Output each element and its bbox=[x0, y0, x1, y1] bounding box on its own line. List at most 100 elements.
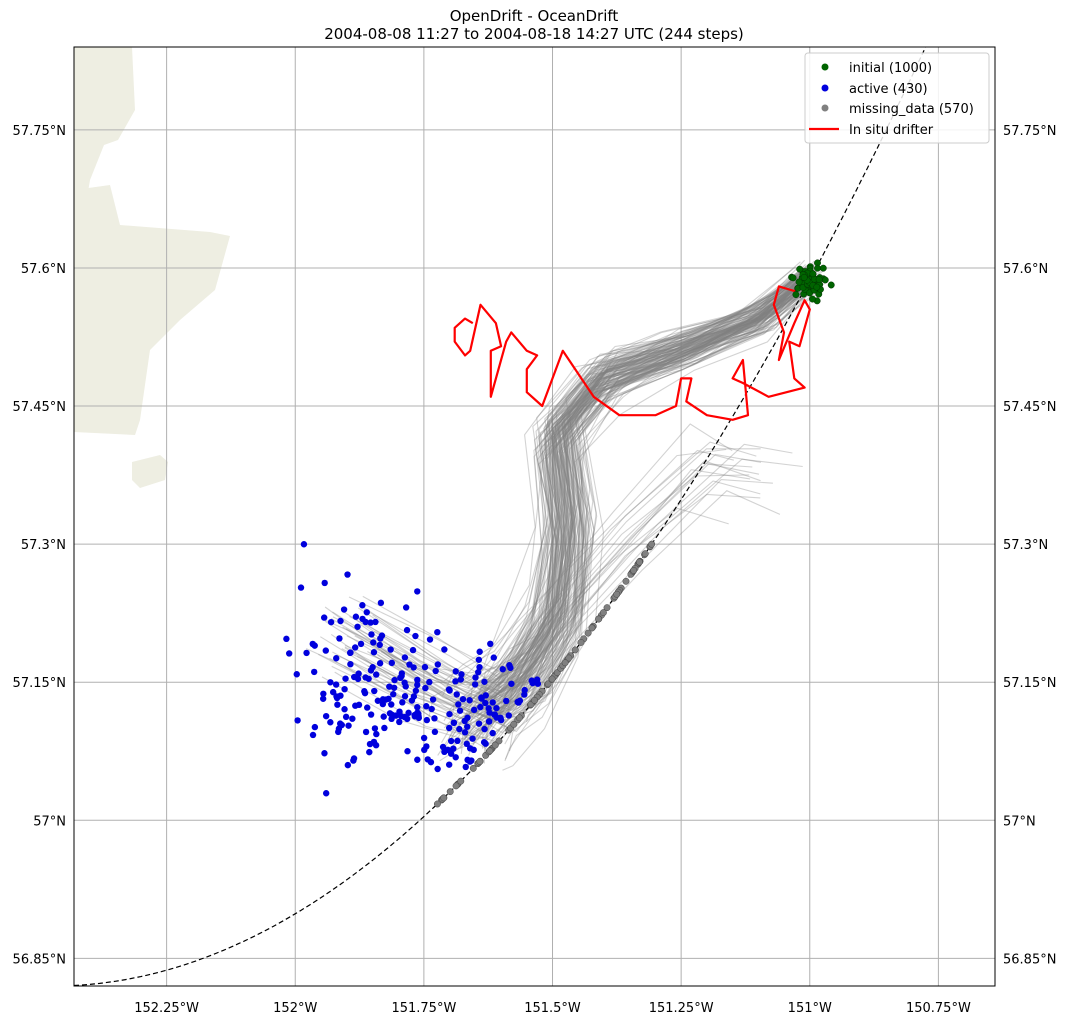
active-point bbox=[329, 688, 337, 696]
missing-data-point bbox=[491, 741, 499, 749]
trajectory-line bbox=[472, 281, 816, 746]
land-polygon bbox=[132, 455, 168, 488]
legend: initial (1000) active (430) missing_data… bbox=[804, 52, 990, 144]
active-point bbox=[362, 674, 369, 681]
trajectory-line bbox=[344, 276, 808, 722]
active-point bbox=[464, 723, 471, 730]
trajectory-line bbox=[373, 269, 818, 709]
trajectory-line bbox=[481, 268, 810, 694]
trajectory-line bbox=[468, 272, 798, 704]
active-point bbox=[387, 646, 394, 653]
missing-data-point bbox=[516, 714, 523, 722]
active-point bbox=[386, 683, 393, 690]
missing-data-point bbox=[584, 629, 592, 637]
missing-data-point bbox=[571, 646, 579, 654]
initial-point bbox=[809, 270, 817, 278]
chart-title: OpenDrift - OceanDrift bbox=[450, 7, 619, 25]
trajectory-line bbox=[477, 276, 812, 741]
trajectory-line bbox=[353, 276, 817, 744]
active-point bbox=[378, 632, 386, 639]
active-point bbox=[475, 668, 482, 676]
active-point bbox=[450, 745, 457, 752]
active-point bbox=[434, 765, 441, 773]
trajectory-line bbox=[450, 278, 803, 727]
trajectory-line bbox=[355, 269, 809, 698]
x-tick-label: 151°W bbox=[788, 1001, 832, 1016]
trajectory-line bbox=[479, 268, 804, 707]
active-point bbox=[445, 761, 453, 768]
active-point bbox=[434, 661, 442, 668]
active-point bbox=[388, 659, 396, 667]
missing-data-point bbox=[531, 696, 538, 704]
land-layer bbox=[74, 47, 230, 488]
y-tick-label-left: 57.75°N bbox=[13, 124, 66, 139]
missing-data-point bbox=[588, 624, 596, 632]
active-points bbox=[283, 541, 542, 797]
x-axis-ticks: 152.25°W 152°W 151.75°W 151.5°W 151.25°W 151°… bbox=[134, 1001, 971, 1016]
y-tick-label-left: 56.85°N bbox=[13, 952, 66, 967]
trajectory-line bbox=[373, 281, 821, 711]
trajectory-line bbox=[445, 271, 799, 730]
plot-area bbox=[74, 47, 995, 986]
active-point bbox=[367, 619, 374, 626]
y-tick-label-right: 56.85°N bbox=[1003, 952, 1056, 967]
active-point bbox=[367, 711, 375, 718]
x-tick-label: 151.5°W bbox=[524, 1001, 581, 1016]
trajectory-line bbox=[480, 275, 812, 736]
trajectory-line bbox=[344, 271, 807, 705]
active-point bbox=[374, 697, 382, 704]
trajectory-line bbox=[441, 280, 805, 752]
trajectory-line bbox=[508, 260, 815, 691]
trajectory-line bbox=[449, 277, 803, 717]
active-point bbox=[468, 757, 475, 764]
missing-data-point bbox=[565, 654, 573, 662]
active-point bbox=[463, 740, 471, 748]
trajectory-line bbox=[497, 277, 819, 723]
missing-data-point bbox=[641, 550, 649, 558]
active-point bbox=[376, 660, 384, 667]
active-point bbox=[446, 724, 453, 732]
active-point bbox=[493, 704, 500, 712]
initial-point bbox=[792, 291, 800, 299]
active-point bbox=[429, 696, 437, 703]
active-point bbox=[346, 649, 354, 657]
trajectory-line bbox=[464, 272, 807, 741]
active-point bbox=[372, 618, 379, 626]
active-point bbox=[428, 705, 435, 713]
active-point bbox=[342, 675, 349, 682]
active-point bbox=[362, 728, 370, 736]
trajectory-line bbox=[437, 291, 801, 756]
trajectory-line bbox=[466, 273, 806, 734]
legend-label-initial: initial (1000) bbox=[849, 61, 932, 76]
y-tick-label-left: 57.15°N bbox=[13, 676, 66, 691]
active-point bbox=[454, 737, 461, 745]
missing-data-point bbox=[622, 577, 630, 585]
active-point bbox=[351, 644, 359, 651]
initial-point bbox=[815, 276, 823, 283]
active-point bbox=[319, 695, 327, 702]
trajectory-line bbox=[490, 278, 816, 747]
active-point bbox=[410, 693, 418, 700]
active-point bbox=[445, 686, 453, 693]
legend-label-missing: missing_data (570) bbox=[849, 102, 974, 117]
active-point bbox=[453, 691, 460, 698]
active-point bbox=[303, 649, 310, 657]
x-tick-label: 151.75°W bbox=[391, 1001, 456, 1016]
active-point bbox=[414, 756, 421, 763]
active-point bbox=[333, 693, 340, 700]
active-point bbox=[354, 623, 361, 630]
active-point bbox=[466, 697, 473, 704]
active-point bbox=[472, 674, 479, 681]
trajectory-line bbox=[368, 283, 820, 716]
y-tick-label-right: 57.6°N bbox=[1003, 262, 1048, 277]
trajectory-line bbox=[359, 281, 813, 692]
trajectory-line bbox=[377, 285, 814, 733]
active-point bbox=[388, 701, 395, 708]
trajectory-line bbox=[453, 271, 807, 689]
trajectory-line bbox=[360, 270, 805, 696]
active-point bbox=[390, 684, 398, 691]
trajectory-line bbox=[502, 281, 820, 771]
active-point bbox=[491, 711, 498, 718]
trajectory-line bbox=[467, 264, 815, 722]
